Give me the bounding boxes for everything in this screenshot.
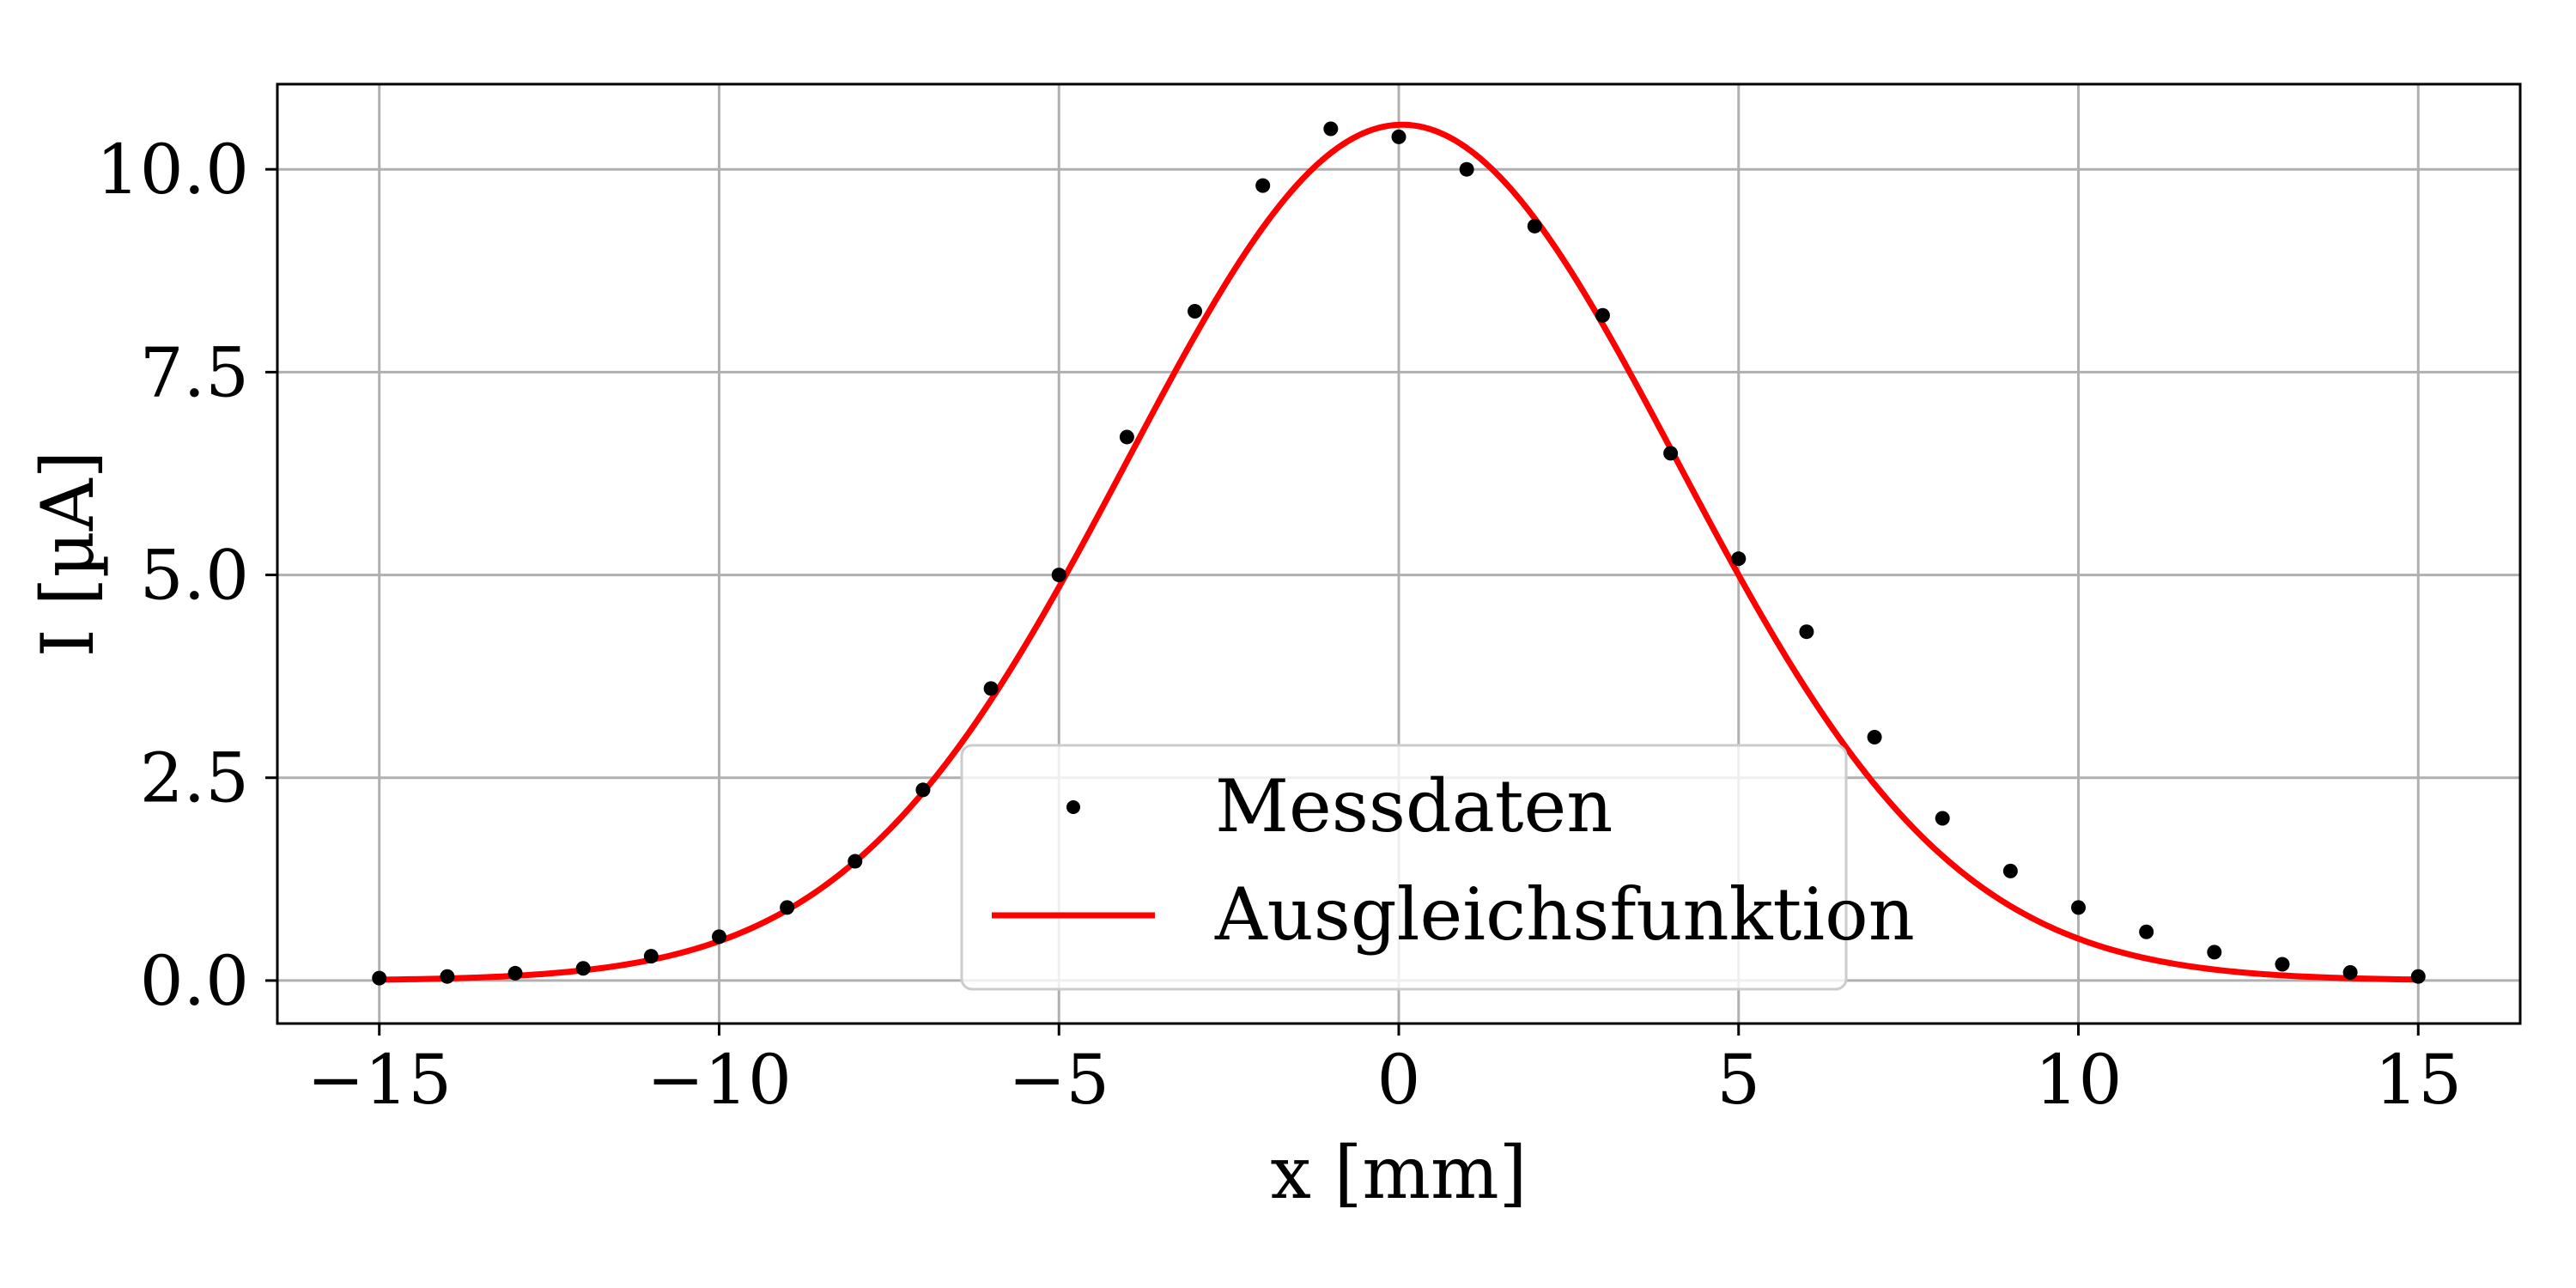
y-tick-label: 0.0 xyxy=(140,941,249,1021)
data-point xyxy=(1527,218,1542,234)
data-point xyxy=(372,970,387,986)
data-point xyxy=(983,681,999,696)
data-point xyxy=(2071,900,2087,915)
x-tick-label: −15 xyxy=(307,1040,452,1120)
x-tick-label: −5 xyxy=(1008,1040,1109,1120)
data-point xyxy=(2139,924,2154,939)
data-point xyxy=(1051,568,1066,583)
data-point xyxy=(643,949,659,964)
y-tick-label: 10.0 xyxy=(96,130,249,210)
data-point xyxy=(1799,624,1814,640)
data-point xyxy=(1663,446,1679,461)
data-point xyxy=(2410,969,2426,984)
x-tick-label: 5 xyxy=(1716,1040,1760,1120)
data-point xyxy=(711,929,726,945)
x-tick-label: 0 xyxy=(1377,1040,1421,1120)
data-point xyxy=(848,854,863,869)
data-point xyxy=(2275,957,2290,972)
y-tick-label: 2.5 xyxy=(140,738,249,818)
x-axis-title: x [mm] xyxy=(1271,1131,1528,1215)
data-point xyxy=(2207,945,2222,960)
y-tick-label: 7.5 xyxy=(140,332,249,412)
data-point xyxy=(1255,178,1271,193)
legend-label-messdaten: Messdaten xyxy=(1215,764,1613,848)
data-point xyxy=(575,961,591,976)
data-point xyxy=(1323,121,1339,137)
data-point xyxy=(2342,964,2358,980)
x-tick-label: 15 xyxy=(2374,1040,2462,1120)
data-point xyxy=(1188,304,1203,319)
legend-box xyxy=(960,744,1848,991)
y-axis-title: I [µA] xyxy=(26,451,110,658)
y-tick-label: 5.0 xyxy=(140,536,249,616)
data-point xyxy=(1595,307,1610,323)
data-point xyxy=(780,900,795,915)
data-point xyxy=(440,969,455,984)
data-point xyxy=(507,965,523,981)
data-point xyxy=(1391,129,1406,144)
data-point xyxy=(1935,811,1950,826)
data-point xyxy=(1867,730,1882,745)
data-point xyxy=(1459,161,1474,177)
x-tick-label: −10 xyxy=(647,1040,792,1120)
data-points-layer xyxy=(372,121,2426,986)
legend-marker-messdaten xyxy=(1066,800,1080,814)
axis-ticks: −15 −10 −5 0 5 10 15 0.0 2.5 5.0 7.5 10.0 xyxy=(96,130,2462,1120)
data-point xyxy=(2002,863,2018,878)
data-point xyxy=(1119,429,1134,445)
legend: Messdaten Ausgleichsfunktion xyxy=(960,744,1915,991)
data-point xyxy=(915,782,931,798)
data-point xyxy=(1731,551,1747,567)
x-tick-label: 10 xyxy=(2035,1040,2123,1120)
legend-label-ausgleichsfunktion: Ausgleichsfunktion xyxy=(1214,872,1915,957)
